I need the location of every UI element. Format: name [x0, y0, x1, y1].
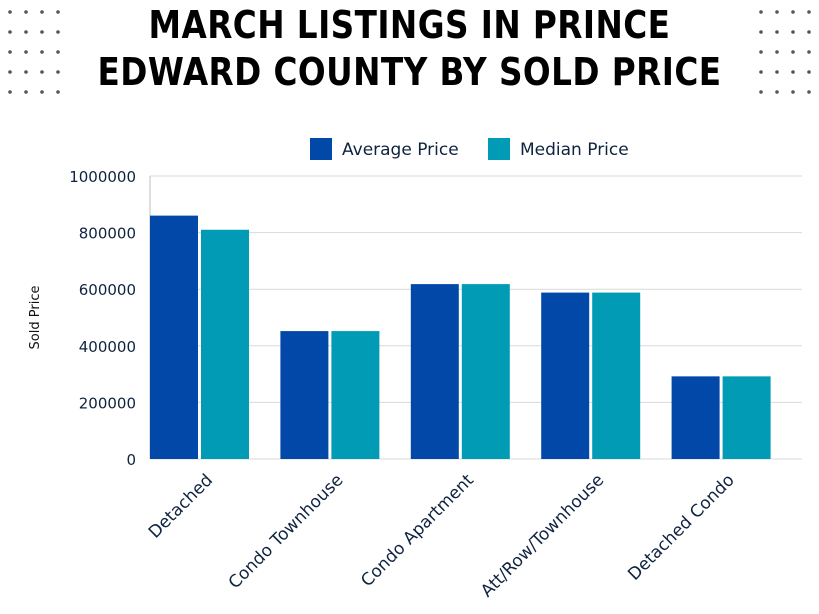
- dot: [56, 70, 60, 74]
- y-tick-label: 1000000: [69, 168, 136, 186]
- bar-average-price: [410, 284, 459, 459]
- dot: [8, 30, 12, 34]
- bar-median-price: [331, 331, 380, 459]
- bar-median-price: [201, 229, 249, 459]
- dot: [759, 50, 763, 54]
- dot-pattern-left-decoration: [8, 10, 60, 94]
- legend-swatch-median-price: [488, 138, 510, 160]
- legend-swatch-average-price: [310, 138, 332, 160]
- dot: [8, 70, 12, 74]
- y-axis-label: Sold Price: [28, 286, 43, 350]
- legend-label-average-price: Average Price: [342, 140, 459, 160]
- y-tick-label: 0: [126, 451, 136, 469]
- dot: [40, 10, 44, 14]
- bar-median-price: [592, 292, 641, 459]
- dot-pattern-right-decoration: [759, 10, 811, 94]
- bar-average-price: [671, 376, 720, 459]
- dot: [40, 70, 44, 74]
- dot: [56, 50, 60, 54]
- dot: [56, 90, 60, 94]
- y-tick-label: 200000: [79, 394, 136, 412]
- dot: [56, 30, 60, 34]
- dot: [56, 10, 60, 14]
- dot: [775, 90, 779, 94]
- dot: [759, 70, 763, 74]
- dot: [775, 50, 779, 54]
- dot: [759, 10, 763, 14]
- dot: [759, 30, 763, 34]
- dot: [807, 90, 811, 94]
- dot: [24, 70, 28, 74]
- x-category-label: Detached: [145, 470, 217, 542]
- dot: [40, 90, 44, 94]
- x-category-label: Condo Apartment: [357, 470, 478, 591]
- dot: [24, 10, 28, 14]
- dot: [775, 30, 779, 34]
- y-tick-label: 400000: [79, 338, 136, 356]
- x-category-label: Att/Row/Townhouse: [477, 470, 608, 601]
- chart-title: MARCH LISTINGS IN PRINCE EDWARD COUNTY B…: [57, 2, 761, 96]
- x-category-label: Condo Townhouse: [225, 470, 348, 593]
- legend-label-median-price: Median Price: [520, 140, 629, 160]
- dot: [791, 90, 795, 94]
- dot: [791, 50, 795, 54]
- bar-median-price: [722, 376, 771, 459]
- bar-average-price: [150, 215, 198, 459]
- y-tick-label: 800000: [79, 225, 136, 243]
- dot: [24, 50, 28, 54]
- dot: [807, 30, 811, 34]
- bar-median-price: [461, 284, 510, 459]
- dot: [791, 70, 795, 74]
- dot: [807, 10, 811, 14]
- dot: [807, 50, 811, 54]
- dot: [8, 90, 12, 94]
- bar-average-price: [541, 292, 590, 459]
- x-category-label: Detached Condo: [624, 470, 738, 584]
- dot: [791, 10, 795, 14]
- bar-average-price: [280, 331, 329, 459]
- dot: [24, 90, 28, 94]
- chart-title-line-2: EDWARD COUNTY BY SOLD PRICE: [97, 50, 722, 94]
- dot: [775, 70, 779, 74]
- y-tick-label: 600000: [79, 281, 136, 299]
- dot: [791, 30, 795, 34]
- dot: [8, 10, 12, 14]
- dot: [759, 90, 763, 94]
- dot: [40, 50, 44, 54]
- chart-title-line-1: MARCH LISTINGS IN PRINCE: [148, 3, 671, 47]
- dot: [807, 70, 811, 74]
- dot: [775, 10, 779, 14]
- dot: [40, 30, 44, 34]
- dot: [8, 50, 12, 54]
- dot: [24, 30, 28, 34]
